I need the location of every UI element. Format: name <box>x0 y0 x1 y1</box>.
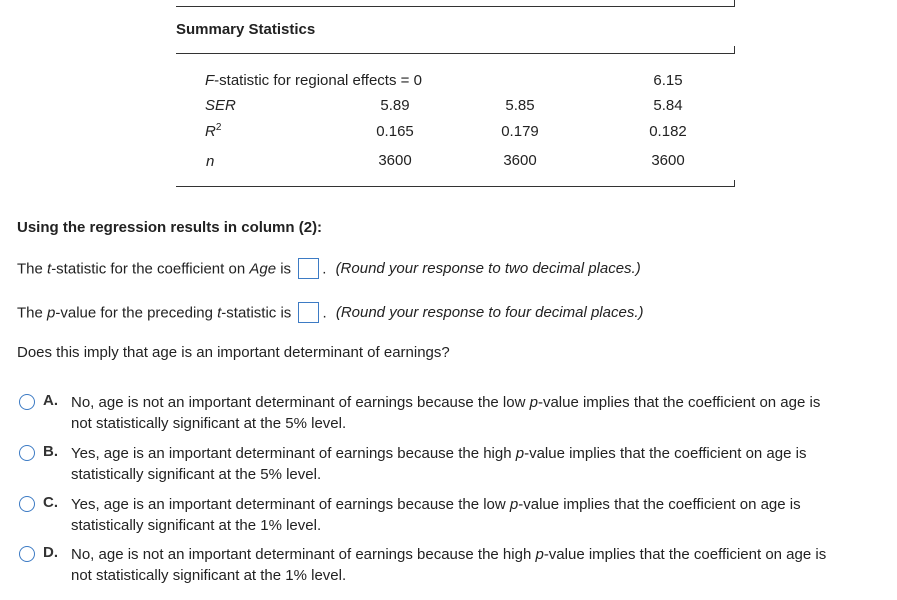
r-squared-sup: 2 <box>215 122 222 133</box>
q1-round-hint: (Round your response to two decimal plac… <box>335 260 641 278</box>
option-b-line1b: -value implies that the coefficient on a… <box>524 445 807 462</box>
q2-p-italic: p <box>47 304 56 322</box>
question-line-importance: Does this imply that age is an important… <box>17 344 450 361</box>
row2-col1-value: 5.89 <box>380 97 410 114</box>
row2-col3-value: 5.84 <box>653 97 683 114</box>
q2-pre: The <box>17 304 48 322</box>
option-a-letter: A. <box>43 392 58 409</box>
question-line-t-statistic: The t-statistic for the coefficient on A… <box>17 258 641 280</box>
option-c-letter: C. <box>43 494 58 511</box>
row4-col1-value: 3600 <box>378 152 412 169</box>
option-c-line1b: -value implies that the coefficient on a… <box>518 496 801 513</box>
option-b-letter: B. <box>43 443 58 460</box>
q1-mid: -statistic for the coefficient on <box>51 260 250 278</box>
table-bottom-rule <box>176 186 734 187</box>
r-letter: R <box>205 123 216 140</box>
option-d-p: p <box>535 546 544 563</box>
row-label-f-statistic: F-statistic for regional effects = 0 <box>205 72 422 89</box>
option-a-p: p <box>529 394 538 411</box>
row4-col2-value: 3600 <box>503 152 537 169</box>
q2-round-hint: (Round your response to four decimal pla… <box>335 304 644 322</box>
row1-col3-value: 6.15 <box>653 72 683 89</box>
table-top-rule <box>176 6 734 7</box>
option-a-line1a: No, age is not an important determinant … <box>71 394 530 411</box>
table-right-edge-top <box>734 0 735 7</box>
summary-statistics-title: Summary Statistics <box>176 21 316 38</box>
option-b-radio[interactable] <box>19 445 35 461</box>
option-d-line1a: No, age is not an important determinant … <box>71 546 536 563</box>
option-c-text[interactable]: Yes, age is an important determinant of … <box>71 494 891 536</box>
option-d-line1b: -value implies that the coefficient on a… <box>543 546 827 563</box>
row-label-ser: SER <box>205 97 236 114</box>
option-b-line2: statistically significant at the 5% leve… <box>71 466 322 483</box>
q2-mid: -value for the preceding <box>55 304 218 322</box>
q2-post: -statistic is <box>221 304 292 322</box>
q2-t-italic: t <box>217 304 222 322</box>
option-a-radio[interactable] <box>19 394 35 410</box>
row2-col2-value: 5.85 <box>505 97 535 114</box>
p-value-answer-input[interactable] <box>298 302 320 323</box>
option-d-line2: not statistically significant at the 1% … <box>71 567 347 584</box>
table-right-edge-bottom <box>734 180 735 187</box>
option-a-text[interactable]: No, age is not an important determinant … <box>71 392 891 434</box>
option-b-line1a: Yes, age is an important determinant of … <box>71 445 516 462</box>
row-label-n: n <box>206 153 215 170</box>
f-letter: F <box>205 72 215 89</box>
row3-col3-value: 0.182 <box>649 123 687 140</box>
option-b-text[interactable]: Yes, age is an important determinant of … <box>71 443 891 485</box>
t-statistic-answer-input[interactable] <box>298 258 320 279</box>
option-a-line1b: -value implies that the coefficient on a… <box>537 394 821 411</box>
q1-post: is <box>276 260 292 278</box>
option-c-line1a: Yes, age is an important determinant of … <box>71 496 510 513</box>
table-title-rule <box>176 53 734 54</box>
option-a-line2: not statistically significant at the 5% … <box>71 415 347 432</box>
question-line-p-value: The p-value for the preceding t-statisti… <box>17 302 644 324</box>
row3-col2-value: 0.179 <box>501 123 539 140</box>
q1-t-italic: t <box>47 260 52 278</box>
q1-pre: The <box>17 260 48 278</box>
option-c-line2: statistically significant at the 1% leve… <box>71 517 322 534</box>
option-c-radio[interactable] <box>19 496 35 512</box>
question-header: Using the regression results in column (… <box>17 219 323 236</box>
row-label-r-squared: R2 <box>205 122 221 140</box>
option-d-letter: D. <box>43 544 58 561</box>
q1-age-italic: Age <box>249 260 277 278</box>
table-right-edge-1 <box>734 46 735 54</box>
option-c-p: p <box>509 496 519 513</box>
option-b-p: p <box>515 445 525 462</box>
option-d-radio[interactable] <box>19 546 35 562</box>
option-d-text[interactable]: No, age is not an important determinant … <box>71 544 893 586</box>
row3-col1-value: 0.165 <box>376 123 414 140</box>
row4-col3-value: 3600 <box>651 152 685 169</box>
row-label-f-text: -statistic for regional effects = 0 <box>214 72 422 89</box>
